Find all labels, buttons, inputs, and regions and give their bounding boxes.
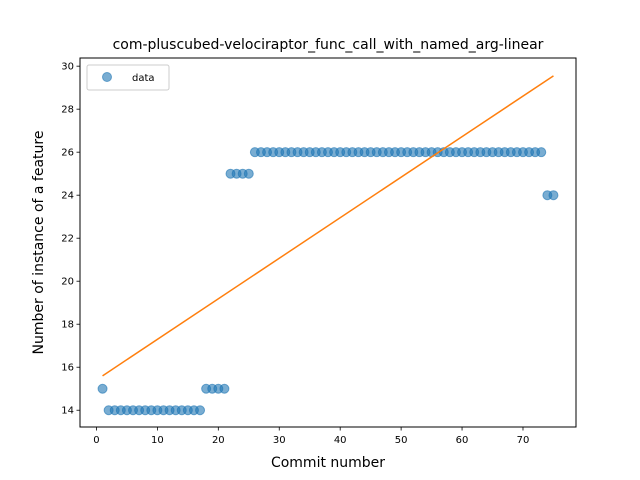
y-tick-label: 20 [61,277,74,288]
x-tick-label: 20 [212,435,225,446]
data-point [219,383,230,394]
x-tick-label: 40 [334,435,347,446]
x-axis: 0 10 20 30 40 50 60 70 [93,427,529,446]
y-tick-label: 30 [61,62,74,73]
y-axis: 14 16 18 20 22 24 26 28 30 [61,62,80,417]
data-point [97,383,108,394]
y-tick-label: 28 [61,105,74,116]
legend-label-data: data [132,73,155,84]
x-tick-label: 50 [395,435,408,446]
linear-fit-line [102,75,554,377]
x-tick-label: 0 [93,435,99,446]
y-tick-label: 22 [61,234,74,245]
y-tick-label: 14 [61,406,74,417]
legend-box [86,64,170,91]
y-tick-label: 18 [61,320,74,331]
x-tick-label: 60 [456,435,469,446]
y-tick-label: 24 [61,191,74,202]
x-axis-label: Commit number [271,455,385,471]
legend: data [86,64,170,91]
legend-marker-data [102,72,112,82]
axes-frame [79,57,577,428]
x-tick-label: 70 [517,435,530,446]
y-tick-label: 16 [61,363,74,374]
x-tick-label: 10 [151,435,164,446]
data-point [548,190,559,201]
x-tick-label: 30 [273,435,286,446]
y-axis-label: Number of instance of a feature [31,131,47,355]
data-point [536,147,547,158]
plot-area [97,75,559,416]
y-tick-label: 26 [61,148,74,159]
data-point [195,405,206,416]
chart-title: com-pluscubed-velociraptor_func_call_wit… [113,37,544,53]
data-point [243,168,254,179]
